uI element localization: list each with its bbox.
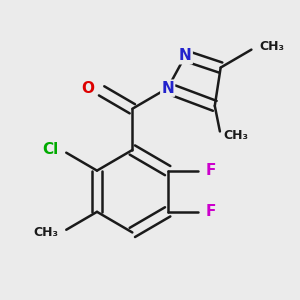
- Text: CH₃: CH₃: [224, 129, 249, 142]
- Text: Cl: Cl: [43, 142, 59, 158]
- Text: N: N: [179, 48, 192, 63]
- Text: CH₃: CH₃: [34, 226, 59, 239]
- Text: F: F: [206, 204, 216, 219]
- Text: F: F: [206, 163, 216, 178]
- Text: CH₃: CH₃: [259, 40, 284, 53]
- Text: N: N: [161, 81, 174, 96]
- Text: O: O: [81, 81, 94, 96]
